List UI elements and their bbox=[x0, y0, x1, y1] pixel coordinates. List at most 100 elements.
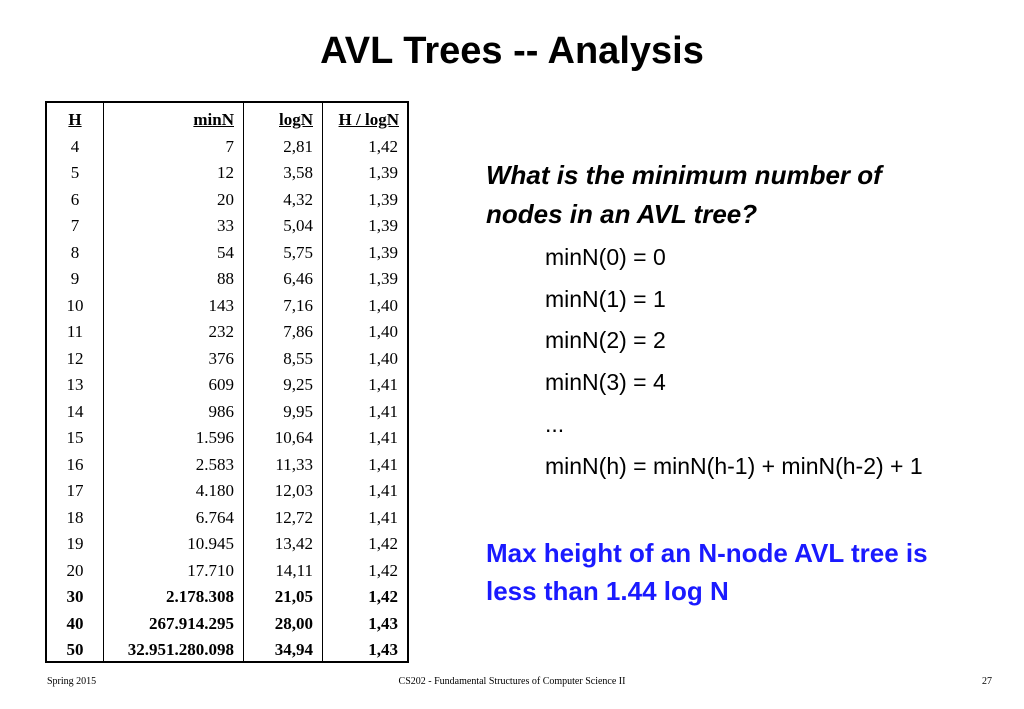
table-row: 5 12 3,58 1,39 bbox=[47, 160, 407, 187]
cell-h: 8 bbox=[70, 242, 80, 262]
header-minn: minN bbox=[193, 110, 234, 129]
cell-minn: 17.710 bbox=[187, 560, 234, 580]
formula-line: minN(1) = 1 bbox=[545, 285, 666, 312]
cell-logn: 7,16 bbox=[283, 295, 313, 315]
table-row: 50 32.951.280.098 34,94 1,43 bbox=[47, 637, 407, 664]
table-row: 16 2.583 11,33 1,41 bbox=[47, 452, 407, 479]
cell-minn: 267.914.295 bbox=[149, 613, 234, 633]
cell-logn: 6,46 bbox=[283, 269, 313, 288]
table-row: 30 2.178.308 21,05 1,42 bbox=[47, 584, 407, 611]
cell-minn: 143 bbox=[208, 295, 235, 315]
cell-ratio: 1,39 bbox=[368, 216, 398, 235]
table-row: 9 88 6,46 1,39 bbox=[47, 266, 407, 293]
formula-line: minN(0) = 0 bbox=[545, 244, 666, 270]
table-row: 6 20 4,32 1,39 bbox=[47, 187, 407, 214]
cell-logn: 21,05 bbox=[274, 587, 313, 606]
cell-minn: 54 bbox=[217, 242, 234, 262]
cell-minn: 609 bbox=[208, 375, 235, 394]
cell-ratio: 1,41 bbox=[368, 481, 398, 500]
header-logn: logN bbox=[279, 110, 313, 129]
header-ratio: H / logN bbox=[338, 110, 399, 129]
formula-line: minN(h) = minN(h-1) + minN(h-2) + 1 bbox=[545, 452, 923, 479]
cell-logn: 14,11 bbox=[275, 560, 313, 580]
cell-logn: 5,04 bbox=[283, 216, 313, 235]
cell-ratio: 1,40 bbox=[368, 322, 398, 341]
cell-h: 11 bbox=[66, 322, 84, 341]
cell-minn: 6.764 bbox=[195, 507, 234, 527]
table-header-row: H minN logN H / logN bbox=[47, 107, 407, 134]
table-row: 19 10.945 13,42 1,42 bbox=[47, 531, 407, 558]
conclusion-text: Max height of an N-node AVL tree is less… bbox=[486, 534, 928, 610]
table-row: 20 17.710 14,11 1,42 bbox=[47, 558, 407, 585]
cell-minn: 4.180 bbox=[195, 481, 234, 500]
cell-h: 14 bbox=[66, 401, 84, 421]
cell-minn: 33 bbox=[217, 216, 234, 235]
cell-minn: 10.945 bbox=[187, 534, 234, 553]
cell-logn: 12,72 bbox=[274, 507, 313, 527]
table-row: 17 4.180 12,03 1,41 bbox=[47, 478, 407, 505]
footer-date: Spring 2015 bbox=[47, 676, 97, 687]
table-row: 40 267.914.295 28,00 1,43 bbox=[47, 611, 407, 638]
cell-h: 20 bbox=[66, 560, 84, 580]
table-row: 13 609 9,25 1,41 bbox=[47, 372, 407, 399]
conclusion-line: less than 1.44 log N bbox=[486, 576, 729, 606]
formula-line: minN(2) = 2 bbox=[545, 327, 666, 354]
cell-ratio: 1,39 bbox=[368, 163, 398, 182]
cell-logn: 13,42 bbox=[274, 534, 313, 553]
cell-minn: 2.583 bbox=[195, 454, 234, 474]
cell-ratio: 1,41 bbox=[368, 428, 398, 447]
cell-minn: 12 bbox=[217, 163, 234, 182]
column-divider bbox=[322, 103, 323, 661]
table-row: 11 232 7,86 1,40 bbox=[47, 319, 407, 346]
cell-minn: 32.951.280.098 bbox=[127, 640, 234, 659]
cell-h: 12 bbox=[66, 348, 84, 368]
cell-minn: 376 bbox=[208, 348, 235, 368]
cell-logn: 5,75 bbox=[283, 242, 313, 262]
cell-ratio: 1,42 bbox=[368, 534, 398, 553]
cell-ratio: 1,39 bbox=[368, 189, 398, 209]
cell-h: 5 bbox=[70, 163, 80, 182]
cell-ratio: 1,42 bbox=[368, 587, 398, 606]
cell-ratio: 1,39 bbox=[368, 269, 398, 288]
cell-minn: 2.178.308 bbox=[166, 587, 234, 606]
cell-minn: 7 bbox=[225, 136, 235, 156]
cell-logn: 10,64 bbox=[274, 428, 313, 447]
cell-ratio: 1,41 bbox=[368, 507, 398, 527]
table-row: 14 986 9,95 1,41 bbox=[47, 399, 407, 426]
cell-logn: 7,86 bbox=[283, 322, 313, 341]
cell-h: 18 bbox=[66, 507, 84, 527]
cell-ratio: 1,41 bbox=[368, 375, 398, 394]
cell-minn: 986 bbox=[208, 401, 235, 421]
cell-h: 40 bbox=[66, 613, 84, 633]
table-row: 7 33 5,04 1,39 bbox=[47, 213, 407, 240]
table-row: 12 376 8,55 1,40 bbox=[47, 346, 407, 373]
cell-minn: 20 bbox=[217, 189, 234, 209]
cell-ratio: 1,41 bbox=[368, 401, 398, 421]
cell-logn: 28,00 bbox=[274, 613, 313, 633]
column-divider bbox=[243, 103, 244, 661]
cell-h: 10 bbox=[66, 295, 84, 315]
conclusion-line: Max height of an N-node AVL tree is bbox=[486, 538, 928, 568]
footer-course: CS202 - Fundamental Structures of Comput… bbox=[398, 676, 626, 687]
question-line: nodes in an AVL tree? bbox=[486, 199, 758, 229]
cell-logn: 9,25 bbox=[283, 375, 313, 394]
cell-logn: 8,55 bbox=[283, 348, 313, 368]
cell-h: 4 bbox=[70, 136, 80, 156]
cell-ratio: 1,39 bbox=[368, 242, 398, 262]
cell-h: 19 bbox=[66, 534, 84, 553]
cell-logn: 3,58 bbox=[283, 163, 313, 182]
cell-logn: 4,32 bbox=[283, 189, 313, 209]
cell-ratio: 1,43 bbox=[368, 613, 398, 633]
footer-page-number: 27 bbox=[982, 676, 992, 687]
table-row: 18 6.764 12,72 1,41 bbox=[47, 505, 407, 532]
question-text: What is the minimum number of nodes in a… bbox=[486, 156, 882, 234]
formula-line: minN(3) = 4 bbox=[545, 369, 666, 396]
table-row: 10 143 7,16 1,40 bbox=[47, 293, 407, 320]
cell-h: 30 bbox=[66, 587, 84, 606]
data-table: H minN logN H / logN 4 7 2,81 1,42 5 12 3,58 1,… bbox=[45, 101, 409, 663]
cell-ratio: 1,42 bbox=[368, 136, 398, 156]
formula-line: ... bbox=[545, 410, 565, 437]
cell-logn: 9,95 bbox=[283, 401, 313, 421]
table-row: 4 7 2,81 1,42 bbox=[47, 134, 407, 161]
cell-h: 16 bbox=[66, 454, 84, 474]
